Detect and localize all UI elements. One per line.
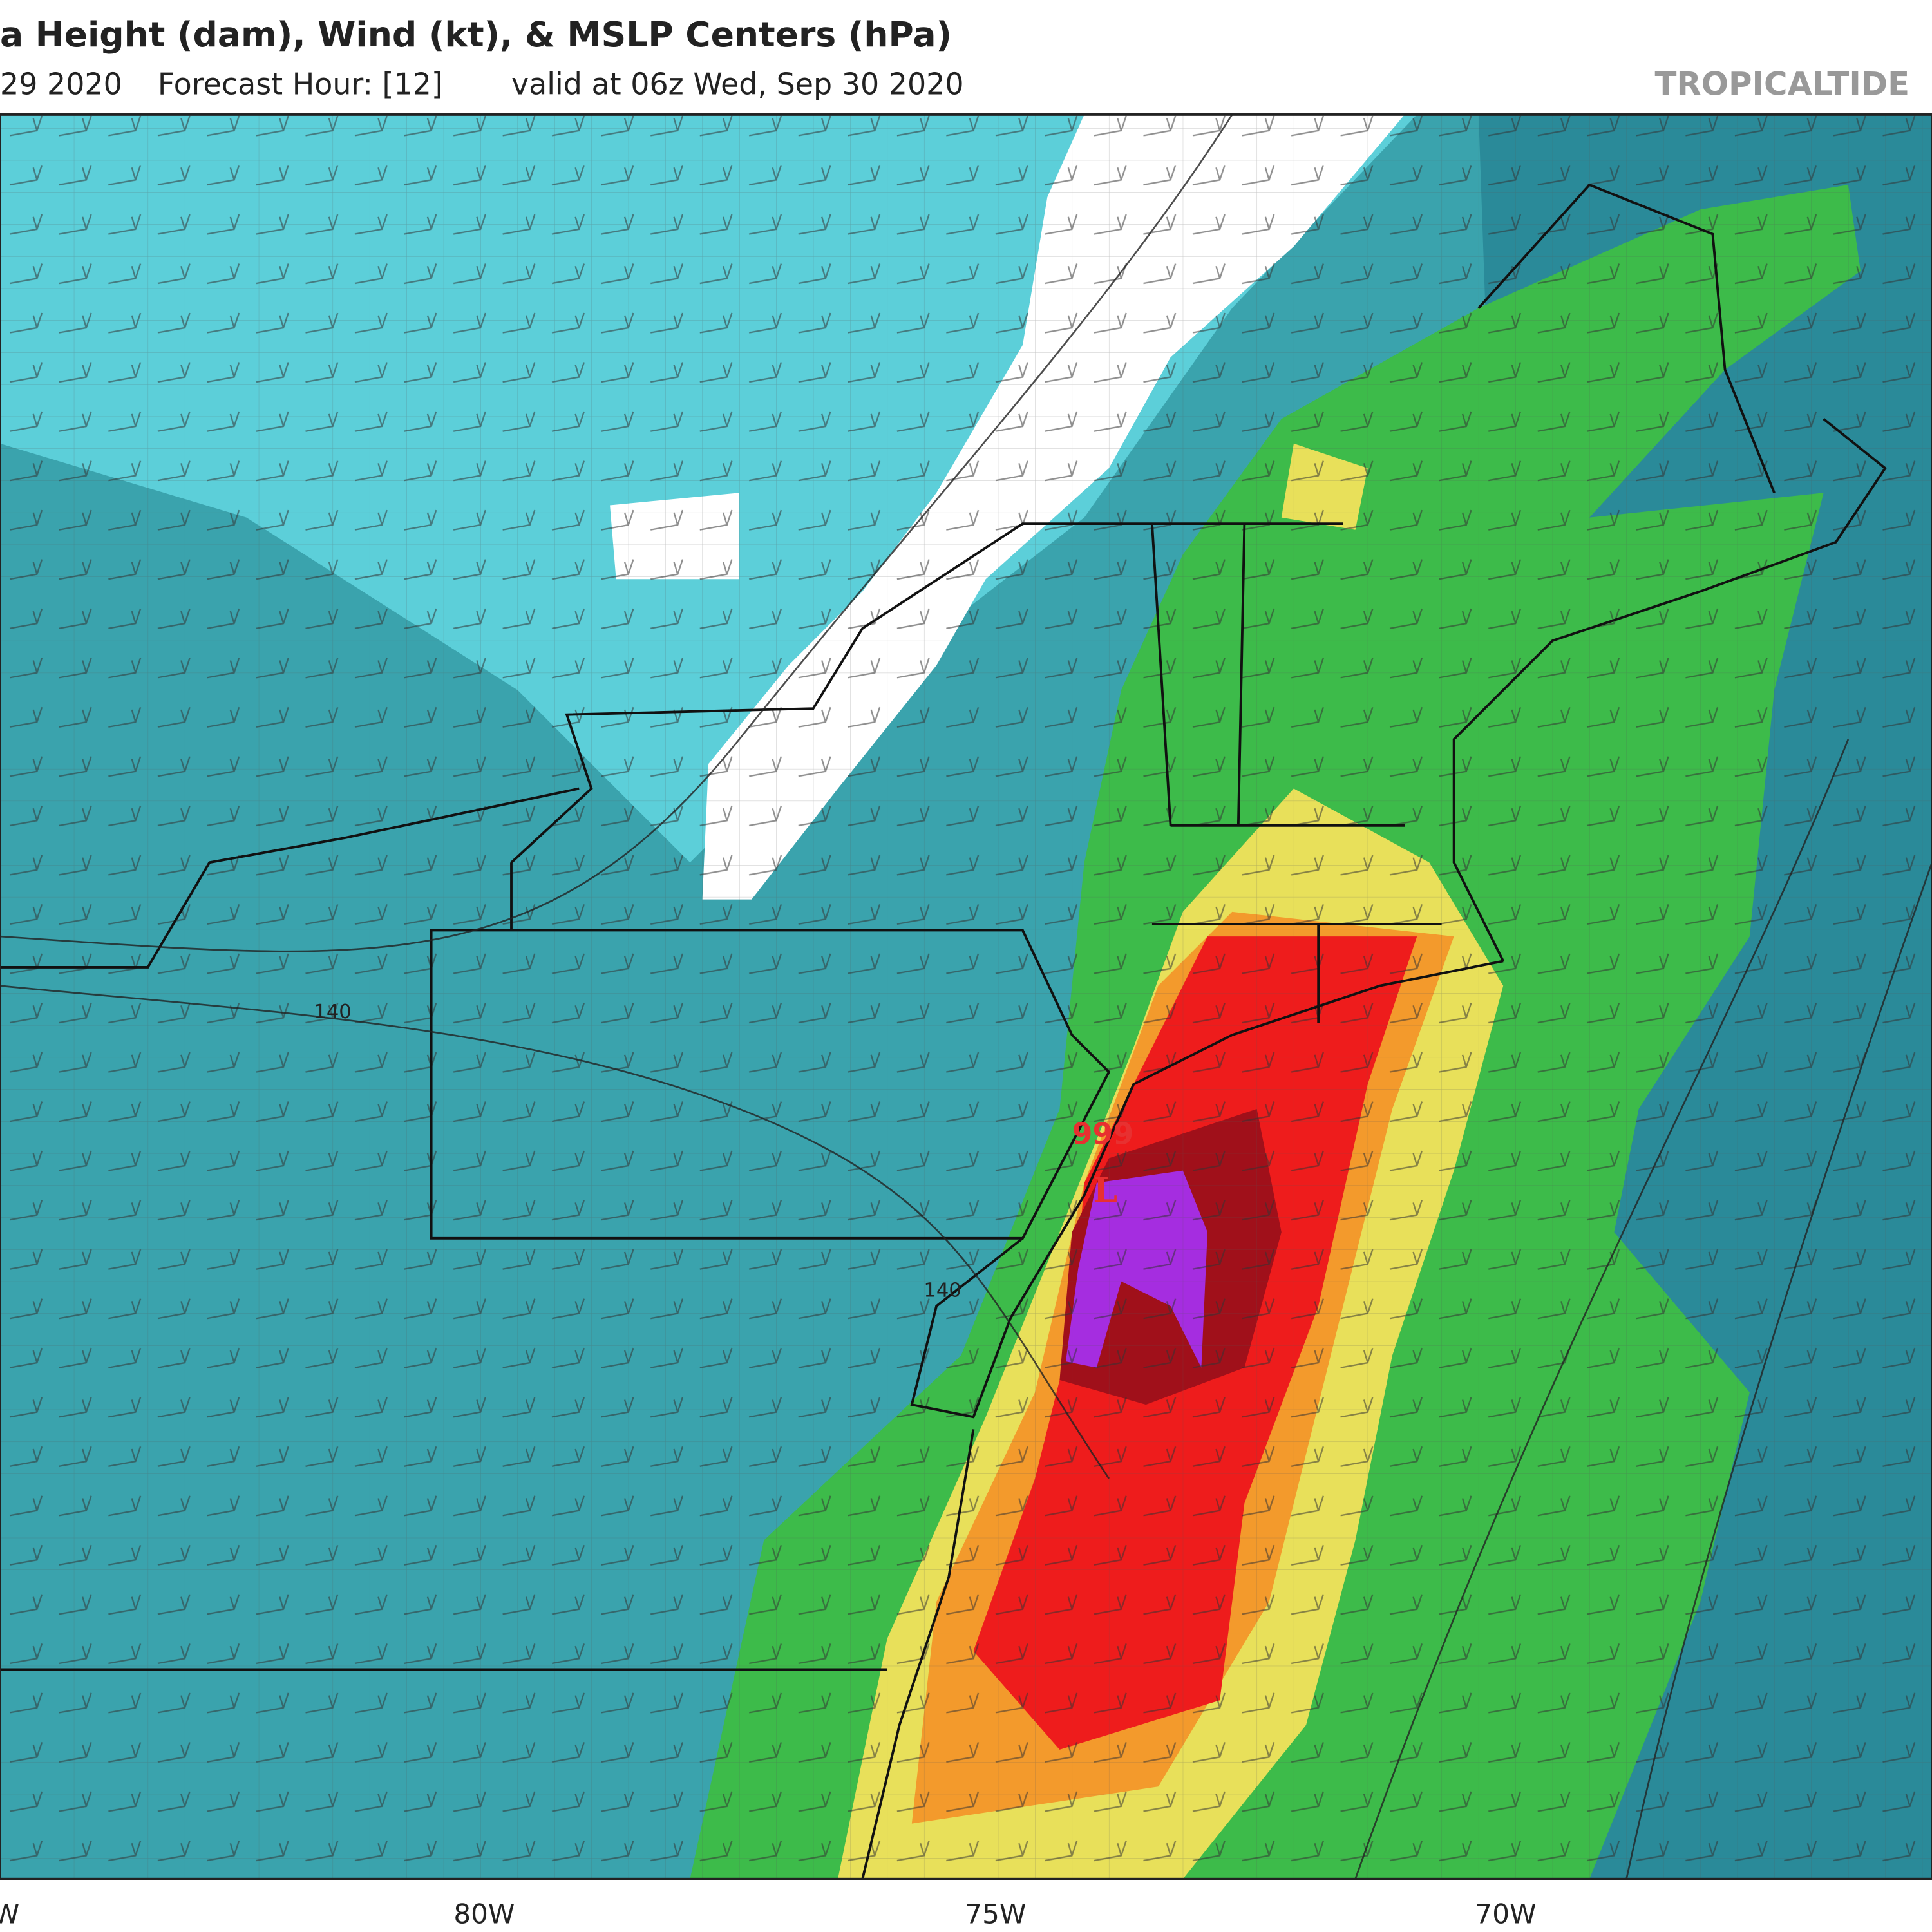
lon-label: 75W <box>965 1899 1026 1930</box>
contour-label: 140 <box>923 1280 961 1302</box>
map-fields: 140 140 999 L <box>0 114 1932 1879</box>
lon-label: 70W <box>1475 1899 1536 1930</box>
map-title: a Height (dam), Wind (kt), & MSLP Center… <box>0 14 952 55</box>
lon-label: 80W <box>453 1899 515 1930</box>
run-date: 29 2020 <box>0 66 122 101</box>
brand: TROPICALTIDE <box>1655 65 1910 102</box>
wind-barbs <box>0 114 1932 1879</box>
height-contours <box>0 114 1932 1879</box>
valid-time: valid at 06z Wed, Sep 30 2020 <box>511 66 964 101</box>
low-symbol: L <box>1093 1170 1117 1210</box>
contour-label: 140 <box>314 1001 351 1023</box>
forecast-hour: Forecast Hour: [12] <box>158 66 443 101</box>
lon-label: W <box>0 1899 19 1930</box>
pressure-value: 999 <box>1072 1117 1133 1151</box>
map-frame <box>0 113 1932 1880</box>
